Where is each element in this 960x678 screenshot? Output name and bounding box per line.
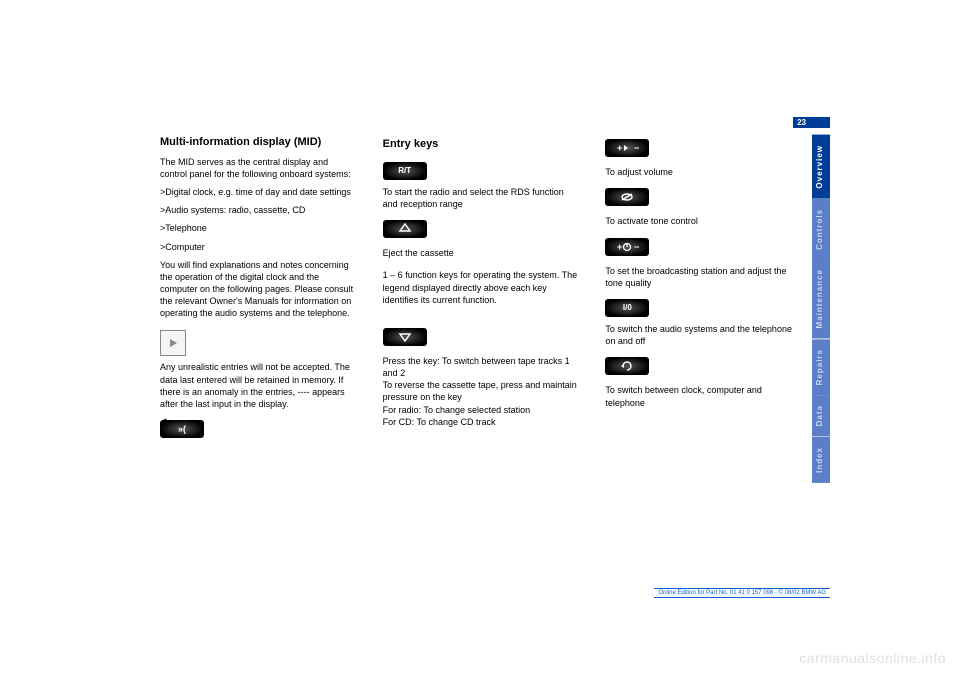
left-list-1-text: Audio systems: radio, cassette, CD (165, 205, 305, 215)
tab-repairs[interactable]: Repairs (812, 339, 830, 395)
column-right: + − To adjust volume To activate tone co… (605, 135, 800, 447)
rt-button-icon: R/T (383, 162, 427, 180)
svg-text:+: + (617, 143, 622, 153)
left-heading: Multi-information display (MID) (160, 135, 355, 150)
mid-desc-down: Press the key: To switch between tape tr… (383, 355, 578, 428)
right-desc-switch: To switch between clock, computer and te… (605, 384, 800, 408)
left-list-0-text: Digital clock, e.g. time of day and date… (165, 187, 351, 197)
page-number: 23 (793, 117, 810, 128)
left-list-1: >Audio systems: radio, cassette, CD (160, 204, 355, 216)
left-list-3: >Computer (160, 241, 355, 253)
side-tabs: Overview Controls Maintenance Repairs Da… (812, 135, 830, 483)
left-list-2: >Telephone (160, 222, 355, 234)
left-body1: The MID serves as the central display an… (160, 156, 355, 180)
cycle-icon (605, 357, 649, 375)
tab-index[interactable]: Index (812, 437, 830, 483)
left-note-text: Any unrealistic entries will not be acce… (160, 361, 355, 410)
tab-data[interactable]: Data (812, 395, 830, 436)
right-desc-tone: To activate tone control (605, 215, 800, 227)
volume-icon: + − (605, 139, 649, 157)
mid-heading: Entry keys (383, 137, 578, 152)
eject-up-icon (383, 220, 427, 238)
left-body2: You will find explanations and notes con… (160, 259, 355, 320)
mid-desc-rt: To start the radio and select the RDS fu… (383, 186, 578, 210)
column-left: Multi-information display (MID) The MID … (160, 135, 355, 447)
column-mid: Entry keys R/T To start the radio and se… (383, 135, 578, 447)
watermark: carmanualsonline.info (799, 650, 946, 666)
page-number-bar (810, 117, 830, 128)
io-button-icon: I/0 (605, 299, 649, 317)
content-area: Multi-information display (MID) The MID … (160, 135, 800, 447)
signal-icon: »( (160, 420, 204, 438)
right-desc-station: To set the broadcasting station and adju… (605, 265, 800, 289)
svg-text:»(: »( (178, 424, 186, 434)
svg-text:−: − (634, 242, 639, 252)
left-list-0: >Digital clock, e.g. time of day and dat… (160, 186, 355, 198)
left-list-3-text: Computer (165, 242, 205, 252)
tab-overview[interactable]: Overview (812, 135, 830, 199)
footnote: Online Edition for Part No. 01 41 0 157 … (654, 588, 830, 598)
note-icon (160, 330, 186, 356)
tab-maintenance[interactable]: Maintenance (812, 259, 830, 338)
svg-text:−: − (634, 143, 639, 153)
right-desc-io: To switch the audio systems and the tele… (605, 323, 800, 347)
tab-controls[interactable]: Controls (812, 199, 830, 260)
right-desc-vol: To adjust volume (605, 166, 800, 178)
mid-desc-1-6: 1 – 6 function keys for operating the sy… (383, 269, 578, 305)
page: 23 Overview Controls Maintenance Repairs… (0, 0, 960, 678)
tone-icon (605, 188, 649, 206)
svg-text:+: + (617, 242, 622, 252)
station-icon: + − (605, 238, 649, 256)
mid-desc-eject: Eject the cassette (383, 247, 578, 259)
left-list-2-text: Telephone (165, 223, 207, 233)
eject-down-icon (383, 328, 427, 346)
page-number-box: 23 (793, 117, 830, 128)
